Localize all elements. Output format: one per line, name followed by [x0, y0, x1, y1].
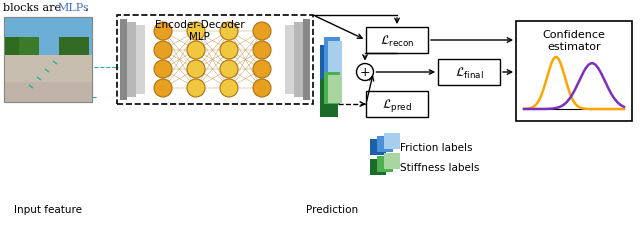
- Circle shape: [220, 42, 238, 60]
- Bar: [4, 56, 92, 103]
- Bar: [324, 73, 340, 105]
- Bar: [4, 18, 92, 103]
- Bar: [366, 28, 428, 54]
- Bar: [294, 23, 303, 98]
- Circle shape: [220, 23, 238, 41]
- Bar: [377, 156, 393, 172]
- Circle shape: [154, 61, 172, 79]
- Bar: [384, 133, 400, 149]
- Circle shape: [356, 64, 374, 81]
- Circle shape: [187, 80, 205, 98]
- Circle shape: [154, 23, 172, 41]
- Circle shape: [154, 42, 172, 60]
- Bar: [4, 38, 39, 73]
- Circle shape: [253, 80, 271, 98]
- Text: Encoder-Decoder
MLP: Encoder-Decoder MLP: [154, 20, 244, 41]
- Bar: [377, 136, 393, 152]
- Bar: [303, 20, 310, 101]
- Bar: [370, 159, 386, 175]
- Bar: [285, 26, 294, 95]
- Text: +: +: [360, 66, 371, 79]
- Bar: [516, 22, 632, 121]
- Circle shape: [220, 80, 238, 98]
- Circle shape: [253, 42, 271, 60]
- Circle shape: [253, 23, 271, 41]
- Text: .: .: [85, 3, 88, 13]
- Circle shape: [187, 42, 205, 60]
- Circle shape: [187, 23, 205, 41]
- Text: $\mathcal{L}_{\rm recon}$: $\mathcal{L}_{\rm recon}$: [380, 33, 414, 48]
- Bar: [320, 80, 338, 118]
- Text: Confidence
estimator: Confidence estimator: [543, 30, 605, 51]
- Bar: [19, 38, 39, 66]
- Text: Stiffness labels: Stiffness labels: [400, 162, 479, 172]
- Text: $\mathcal{L}_{\rm pred}$: $\mathcal{L}_{\rm pred}$: [382, 96, 412, 113]
- Bar: [320, 46, 338, 88]
- Bar: [136, 26, 145, 95]
- Circle shape: [253, 61, 271, 79]
- Bar: [4, 18, 92, 56]
- Bar: [384, 153, 400, 169]
- Bar: [328, 76, 342, 104]
- Text: blocks are: blocks are: [3, 3, 65, 13]
- Text: Friction labels: Friction labels: [400, 142, 472, 152]
- Circle shape: [220, 61, 238, 79]
- Bar: [59, 38, 89, 68]
- Bar: [324, 38, 340, 76]
- Circle shape: [187, 61, 205, 79]
- Bar: [438, 60, 500, 86]
- Bar: [370, 139, 386, 155]
- Bar: [127, 23, 136, 98]
- Bar: [4, 18, 92, 103]
- Bar: [120, 20, 127, 101]
- Bar: [4, 83, 92, 103]
- Text: Input feature: Input feature: [14, 204, 82, 214]
- Text: Prediction: Prediction: [306, 204, 358, 214]
- Text: $\mathcal{L}_{\rm final}$: $\mathcal{L}_{\rm final}$: [454, 65, 483, 80]
- Text: MLPs: MLPs: [57, 3, 89, 13]
- Circle shape: [154, 80, 172, 98]
- Bar: [366, 92, 428, 118]
- Bar: [328, 42, 342, 76]
